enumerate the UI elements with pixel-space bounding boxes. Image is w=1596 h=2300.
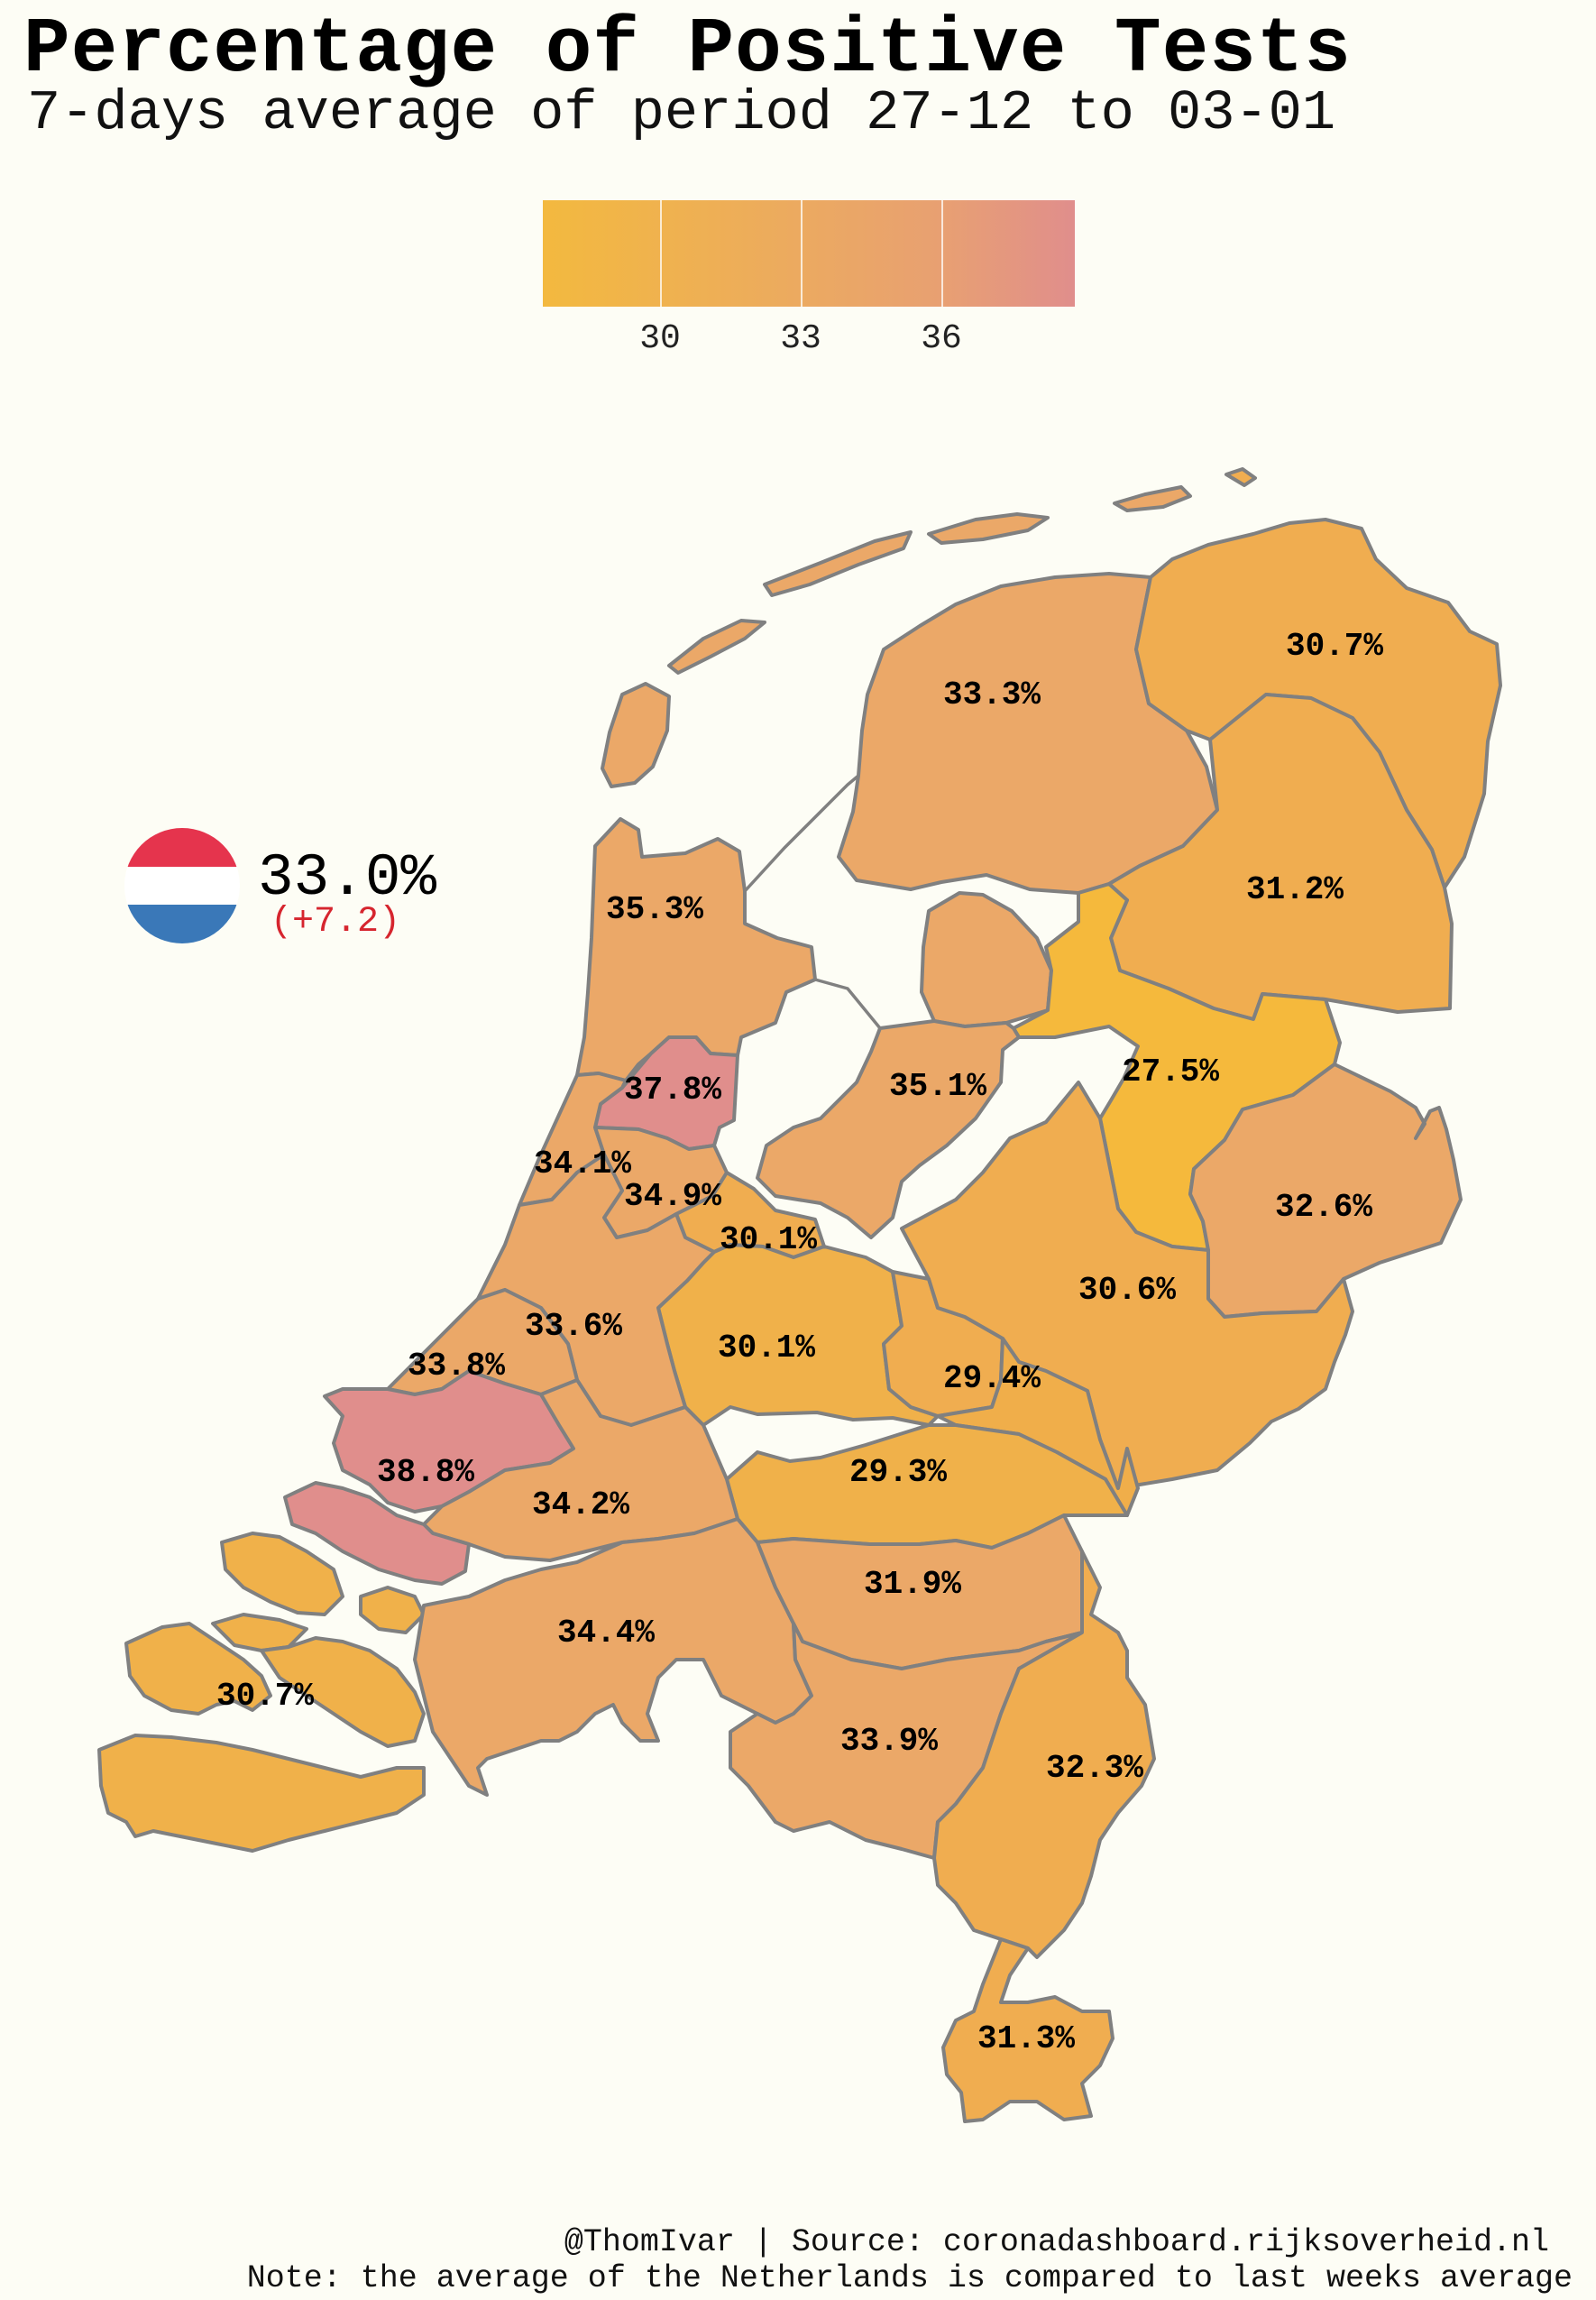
island-rottumeroog [1225,467,1257,487]
region-zeeland-noord-beveland [211,1613,308,1652]
map-subtitle: 7-days average of period 27-12 to 03-01 [27,81,1336,145]
legend-tick-mark [660,200,662,307]
region-value-label: 30.1% [720,1221,817,1258]
legend-tick-mark [941,200,943,307]
region-noordoostpolder [920,891,1053,1028]
houtribdijk-line [814,978,882,1030]
region-value-label: 29.4% [943,1360,1041,1397]
footnote: Note: the average of the Netherlands is … [246,2260,1573,2296]
legend-tick-label: 33 [780,319,821,358]
national-average-change: (+7.2) [271,902,401,943]
flag-stripe-white [124,866,240,906]
wadden-islands [601,467,1257,788]
legend-tick-label: 30 [639,319,681,358]
region-zeeland-walcheren [124,1622,272,1716]
region-value-label: 33.3% [943,676,1041,713]
region-zeeland-flanders [97,1734,426,1853]
region-zeeland-north [220,1532,344,1616]
region-value-label: 33.6% [525,1308,622,1345]
region-value-label: 30.6% [1078,1272,1176,1309]
region-value-label: 33.9% [840,1723,938,1760]
netherlands-flag-icon [124,828,240,943]
legend-tick-mark [801,200,803,307]
region-limburg-zuid [941,1937,1114,2123]
afsluitdijk-line [743,774,860,893]
region-west-brabant [413,1517,813,1797]
region-zeeland-tholen [359,1586,426,1634]
national-average-value: 33.0% [258,844,437,912]
map-title: Percentage of Positive Tests [23,5,1353,94]
island-terschelling [763,530,913,597]
region-value-label: 31.3% [977,2020,1075,2057]
island-schiermonnikoog [1113,485,1192,512]
region-value-label: 31.2% [1246,871,1344,908]
region-value-label: 34.1% [534,1145,631,1182]
region-value-label: 38.8% [377,1454,474,1491]
region-goeree-overflakkee [283,1481,471,1586]
region-value-label: 33.8% [408,1348,505,1385]
region-value-label: 34.4% [557,1615,655,1651]
region-value-label: 27.5% [1122,1053,1219,1090]
region-value-label: 29.3% [849,1454,947,1491]
source-credit: @ThomIvar | Source: coronadashboard.rijk… [564,2224,1549,2260]
region-value-label: 31.9% [864,1566,961,1603]
island-vlieland [667,619,766,675]
island-texel [601,682,671,788]
region-labels: 30.7% 33.3% 31.2% 35.3% 27.5% 37.8% 35.1% 34.1%… [216,628,1383,2057]
region-value-label: 34.2% [532,1486,629,1523]
region-value-label: 32.3% [1046,1750,1143,1787]
island-ameland [927,512,1050,545]
region-value-label: 30.1% [718,1329,815,1366]
region-value-label: 37.8% [624,1072,721,1109]
region-value-label: 35.1% [889,1068,986,1105]
color-legend [543,200,1075,307]
region-value-label: 34.9% [624,1178,721,1215]
legend-tick-label: 36 [921,319,962,358]
region-gelderland-noord-oost [900,1081,1354,1490]
region-value-label: 32.6% [1275,1189,1372,1226]
region-limburg-noord [932,1550,1156,1959]
region-value-label: 30.7% [216,1678,314,1715]
region-value-label: 30.7% [1286,628,1383,665]
region-zuid-holland-zuid [422,1378,739,1562]
region-value-label: 35.3% [606,891,703,928]
region-zeeland-zuid-beveland [260,1636,426,1748]
region-flevoland [756,1019,1021,1239]
